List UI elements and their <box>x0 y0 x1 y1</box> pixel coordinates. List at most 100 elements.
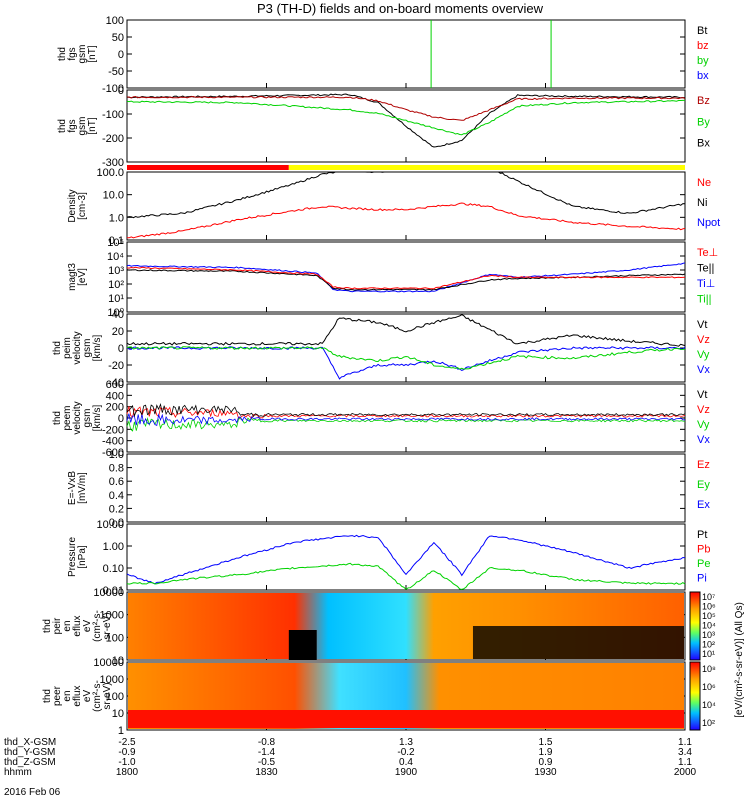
legend-Vy: Vy <box>697 419 710 431</box>
y-axis-label-line: thd <box>57 47 68 61</box>
y-tick-label: 0.6 <box>109 476 124 488</box>
y-axis-label-line: eV <box>82 690 93 703</box>
y-axis-label: Density [cm-3] <box>67 189 88 222</box>
y-axis-label-line: peer <box>52 685 63 706</box>
y-axis-label-line: en <box>62 620 73 631</box>
legend-Ez: Ez <box>697 459 710 471</box>
mode-bar <box>127 165 289 170</box>
y-axis-label-line: thd <box>42 619 53 633</box>
y-tick-label: 100 <box>106 691 124 703</box>
x-row-value: 1800 <box>116 767 139 778</box>
x-row-value: -0.8 <box>258 737 276 748</box>
y-tick-label: 10000 <box>93 587 124 599</box>
y-tick-label: 10.00 <box>96 519 124 531</box>
y-tick-label: 0.0 <box>109 517 124 529</box>
colorbar-tick: 10⁶ <box>702 682 716 692</box>
y-axis-label-line: eflux <box>72 615 83 636</box>
x-row-value: -0.2 <box>397 747 415 758</box>
y-axis-label-line: [km/s] <box>92 334 103 361</box>
x-row-value: 1930 <box>534 767 557 778</box>
y-axis-label-line: [nT] <box>87 45 98 62</box>
legend-Ni: Ni <box>697 197 707 209</box>
x-row-value: 1.5 <box>539 737 553 748</box>
y-axis-label: thd fgs gsm [nT] <box>57 45 98 64</box>
panel-peer_spectrogram: 10000 1000 100 10 1 thd peer en eflux eV (cm²-s-sr… <box>42 657 686 737</box>
x-row-value: 1.1 <box>678 757 692 768</box>
legend-bx: bx <box>697 70 709 82</box>
y-axis-label: magt3 [eV] <box>67 263 88 291</box>
y-tick-label: 0 <box>118 413 124 425</box>
x-row-value: 1.3 <box>399 737 413 748</box>
spectrogram-dark-region <box>288 630 317 660</box>
legend-Vx: Vx <box>697 434 710 446</box>
y-tick-label: 1.0 <box>109 449 124 461</box>
series-line-Pe <box>126 562 686 591</box>
figure-title: P3 (TH-D) fields and on-board moments ov… <box>257 1 544 16</box>
spectrogram-dark-region <box>472 626 684 659</box>
x-row-value: -2.5 <box>118 737 136 748</box>
panel-frame <box>126 19 686 89</box>
y-axis-label-line: thd <box>57 119 68 133</box>
y-axis-label-line: [eV] <box>77 268 88 286</box>
y-tick-label: 0 <box>118 343 124 355</box>
x-row-value: -0.5 <box>258 757 276 768</box>
x-row-value: 3.4 <box>678 747 692 758</box>
legend-bz: bz <box>697 40 709 52</box>
legend-Ti||: Ti|| <box>697 294 711 306</box>
colorbar-tick: 10¹ <box>702 649 715 659</box>
series-line-Ne <box>126 202 686 239</box>
y-tick-label: -40 <box>108 377 124 389</box>
colorbar-tick: 10⁴ <box>702 621 716 631</box>
y-axis-label: thd fgs gsm [nT] <box>57 117 98 136</box>
x-row-value: -1.0 <box>118 757 136 768</box>
y-tick-label: 0.1 <box>109 235 124 247</box>
colorbar-tick: 10⁴ <box>702 700 716 710</box>
spectrogram-low-energy-band <box>128 710 684 728</box>
y-tick-label: 10 <box>112 655 124 667</box>
y-axis-label-line: peir <box>52 617 63 634</box>
x-row-value: 0.4 <box>399 757 413 768</box>
y-axis-label: Pressure [nPa] <box>67 537 88 577</box>
y-tick-label: 0.10 <box>103 563 124 575</box>
y-axis-label: thd peim velocity gsm [km/s] <box>52 331 103 364</box>
y-tick-label: -300 <box>102 157 124 169</box>
y-tick-label: 100.0 <box>96 167 124 179</box>
y-axis-label-line: E=-VxB <box>67 471 78 506</box>
series-line-Vx <box>126 346 686 380</box>
y-axis-label-line: [nT] <box>87 117 98 134</box>
y-tick-label: -400 <box>102 436 124 448</box>
y-tick-label: 0.4 <box>109 490 124 502</box>
x-row-value: 2000 <box>674 767 697 778</box>
legend-Te⊥: Te⊥ <box>697 247 718 259</box>
y-tick-label: 10² <box>108 279 124 291</box>
colorbar-bottom <box>689 661 701 731</box>
x-row-value: 1.1 <box>678 737 692 748</box>
panel-peir_spectrogram: 10000 1000 100 10 thd peir en eflux eV (cm²-s-sr-… <box>42 587 686 667</box>
x-row-value: 1.9 <box>539 747 553 758</box>
y-axis-label-line: thd <box>52 341 63 355</box>
x-row-value: -1.4 <box>258 747 276 758</box>
colorbar-tick: 10⁷ <box>702 592 715 602</box>
y-tick-label: 100 <box>106 15 124 27</box>
series-line-Ni <box>126 171 686 219</box>
y-axis-label-line: [mV/m] <box>77 472 88 504</box>
x-row-value: 0.9 <box>539 757 553 768</box>
series-line-Pi <box>126 534 686 585</box>
y-tick-label: 1.00 <box>103 541 124 553</box>
legend-Bt: Bt <box>697 25 707 37</box>
y-axis-label-line: gsm <box>77 117 88 136</box>
x-row-label: thd_Y-GSM <box>4 747 55 758</box>
y-tick-label: 1.0 <box>109 212 124 224</box>
panel-efield: 1.0 0.80.6 0.40.2 0.0 E=-VxB [mV/m] Ez Ey Ex <box>67 449 710 529</box>
y-axis-label-line: sr-eV) <box>102 682 113 709</box>
legend-Ti⊥: Ti⊥ <box>697 278 715 290</box>
legend-Pb: Pb <box>697 544 710 556</box>
series-line-Vt <box>126 314 686 347</box>
series-line-Bz <box>126 95 686 121</box>
legend-Bz: Bz <box>697 95 710 107</box>
y-tick-label: 10³ <box>108 265 124 277</box>
y-tick-label: 200 <box>106 402 124 414</box>
